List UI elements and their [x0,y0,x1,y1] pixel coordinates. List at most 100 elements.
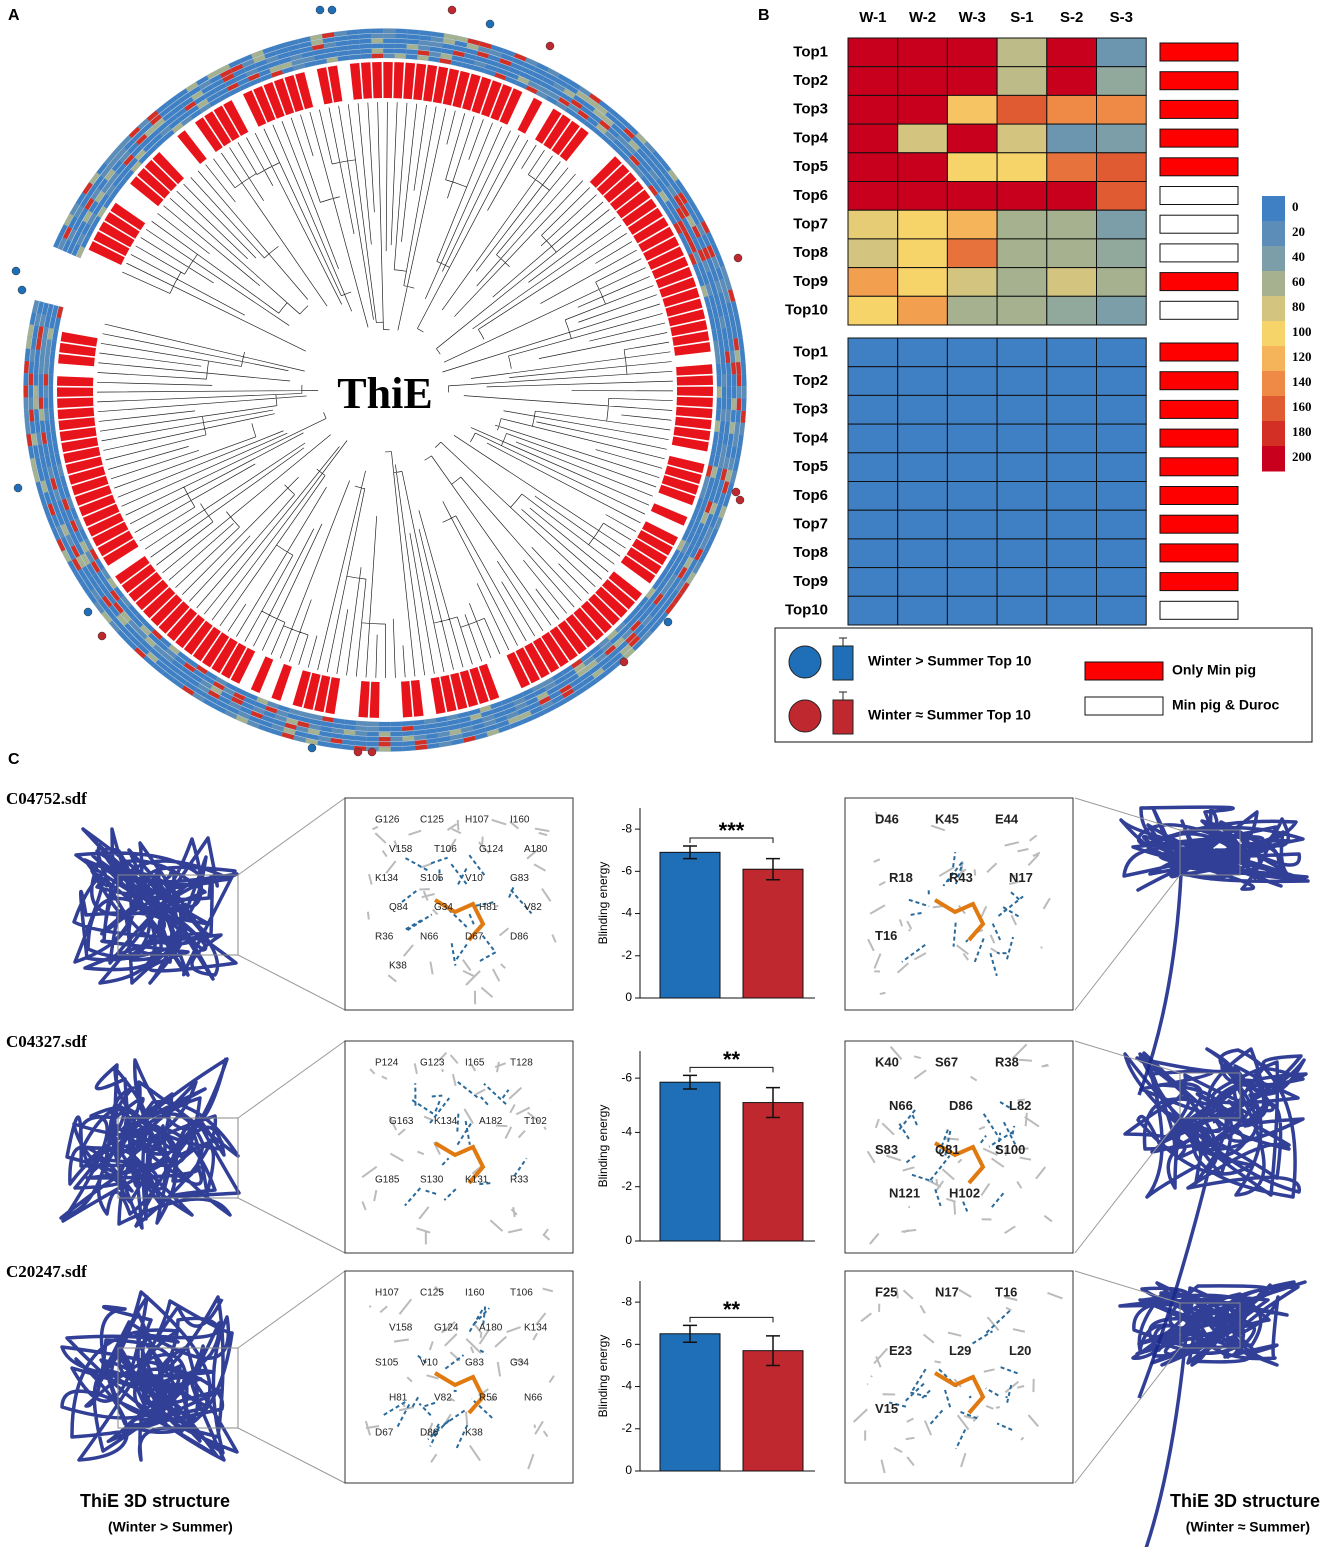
heat-cell [1096,481,1147,511]
tree-leaf-bar [57,376,94,387]
ring-cell [342,739,355,746]
ring-cell [342,734,356,741]
y-tick-label: -4 [621,1125,632,1139]
sig-label: ** [723,1047,741,1072]
heat-cell [996,595,1048,626]
ring-cell [367,721,380,727]
tree-leaf-bar [673,342,711,356]
tree-leaf-bar [358,681,370,718]
tree-leaf-bar [671,436,709,452]
ligand [433,898,486,942]
residue-label: S105 [375,1358,399,1369]
heat-cell [996,337,1048,368]
heat-cell [1096,66,1147,96]
ligand [933,1141,986,1185]
ring-cell [378,731,391,737]
ring-cell [383,43,396,49]
column-label: W-2 [909,9,936,26]
ring-cell [401,720,414,727]
colorbar-label: 0 [1292,199,1299,214]
column-label: S-3 [1110,9,1133,26]
detail-box [344,1040,574,1254]
heat-cell [1096,181,1147,211]
marker-dot [17,285,27,295]
marker-dot [315,5,325,15]
tree-leaf-bar [135,579,169,611]
heat-cell [1096,238,1147,269]
ring-cell [39,350,46,363]
tree-leaf-bar [462,73,481,111]
heat-cell [1046,595,1098,626]
tree-leaf-bar [59,427,97,442]
h-bonds [404,1080,528,1207]
heat-cell [1096,94,1147,125]
detail-box [844,1040,1074,1254]
ring-cell [49,351,56,364]
y-tick-label: -2 [621,948,632,962]
ring-cell [348,54,361,61]
tree-leaf-bar [60,331,98,347]
ring-cell [390,741,403,747]
ring-cell [740,410,747,424]
tree-leaf-bar [661,475,699,495]
heat-cell [847,595,899,626]
residue-label: G163 [389,1116,414,1127]
ring-cell [44,419,51,433]
ring-cell [413,729,426,736]
zoom-line [237,1040,346,1119]
heat-cell [996,538,1048,569]
presence-box [1159,543,1239,563]
ring-cell [383,28,396,34]
ring-cell [719,420,726,433]
tree-leaf-bar [204,111,232,147]
heat-cell [1046,238,1098,269]
colorbar-swatch [1262,221,1285,247]
heat-cell [946,509,998,540]
tree-leaf-bar [104,212,140,239]
ligand [433,1371,486,1415]
ring-cell [406,49,419,55]
protein-ribbon [1119,805,1310,1096]
column-label: S-2 [1060,9,1083,26]
h-bonds [896,1100,1018,1212]
heat-cell [897,481,948,511]
tree-leaf-bar [88,241,125,265]
tree-label: ThiE [337,369,432,418]
zoom-line [1074,1117,1181,1254]
ring-cell [383,38,396,44]
zoom-line [237,1427,346,1484]
heat-cell [1096,267,1147,297]
tree-leaf-bar [659,277,697,298]
ring-cell [734,349,741,363]
tree-leaf-bar [316,67,333,105]
row-label: Top7 [793,216,828,233]
row-label: Top5 [793,158,828,175]
residue-label: H102 [949,1186,980,1201]
ring-cell [48,385,54,398]
tree-leaf-bar [192,626,221,662]
column-label: S-1 [1010,9,1033,26]
heat-cell [1046,452,1098,482]
tree-leaf-bar [144,159,177,192]
heat-cell [1046,366,1098,396]
marker-dot [663,617,673,627]
row-label: Top1 [793,43,828,60]
tree-leaf-bar [110,202,146,231]
ring-cell [359,43,372,50]
zoom-frame [117,874,239,956]
colorbar-swatch [1262,296,1285,322]
tree-leaf-bar [452,70,470,108]
residue-label: K40 [875,1054,899,1069]
ring-cell [39,420,46,433]
residue-label: L82 [1009,1098,1031,1113]
presence-box [1159,157,1239,177]
row-label: Top9 [793,573,828,590]
ring-cell [729,350,736,363]
bar [742,1102,804,1242]
tree-leaf-bar [372,62,382,99]
ring-cell [38,385,44,398]
ring-cell [354,735,367,742]
caption: ThiE 3D structure [80,1491,230,1511]
marker-dot [307,743,317,753]
ring-cell [335,40,348,47]
